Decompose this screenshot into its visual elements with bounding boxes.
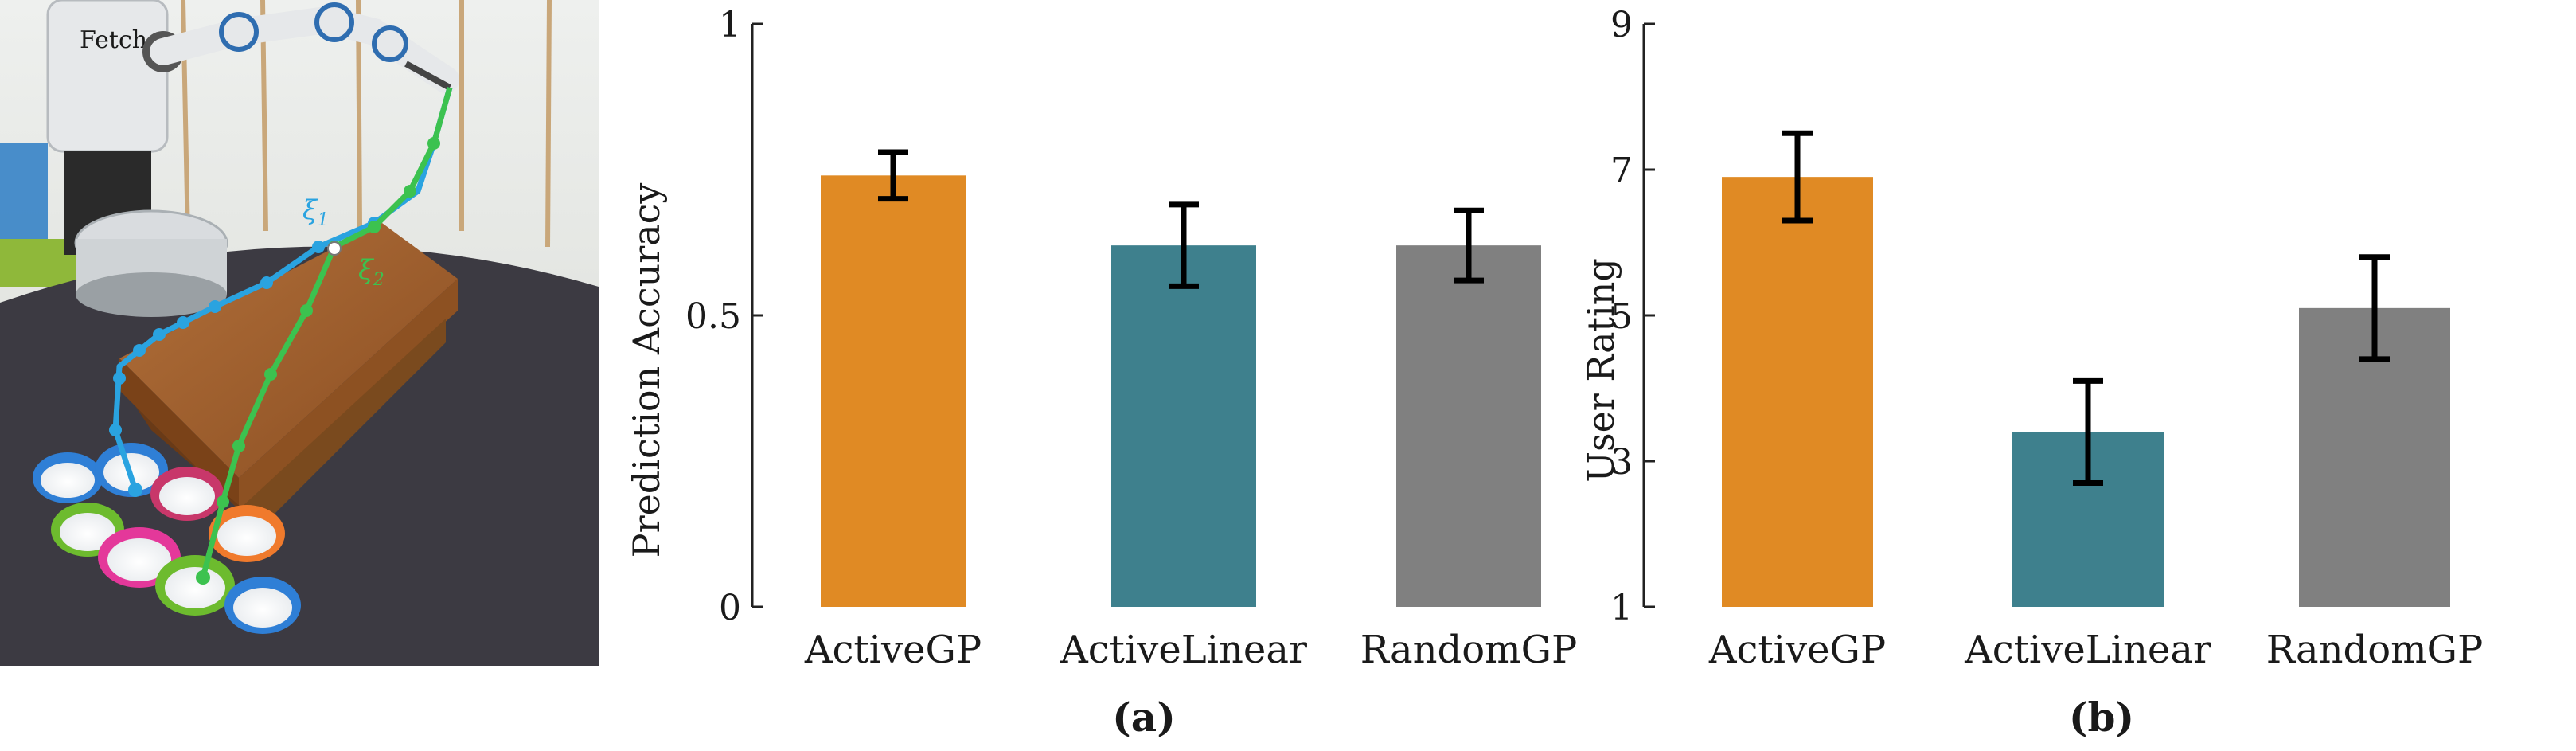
robot-logo: Fetch [80, 26, 147, 54]
category-labels: ActiveGP ActiveLinear RandomGP [804, 628, 1577, 672]
error-bar-activelinear [2073, 377, 2103, 486]
category-label: ActiveGP [804, 628, 982, 672]
query-point [327, 241, 342, 256]
category-labels: ActiveGP ActiveLinear RandomGP [1708, 628, 2483, 672]
bar-activegp [821, 175, 966, 607]
category-label: ActiveGP [1708, 628, 1886, 672]
wall-panel [0, 143, 48, 247]
category-label: RandomGP [2266, 628, 2484, 672]
y-ticks: 00.51 [685, 5, 763, 628]
error-bar-activegp [878, 149, 908, 202]
error-bars [878, 149, 1484, 289]
y-tick-label: 1 [719, 5, 741, 45]
y-tick-label: 7 [1610, 151, 1633, 191]
chart-b: User Rating 1 3 5 7 9 ActiveGP ActiveLinear Ra… [1579, 5, 2483, 741]
category-label: ActiveLinear [1964, 628, 2211, 672]
category-label: ActiveLinear [1060, 628, 1307, 672]
bars [821, 175, 1541, 607]
chart-caption: (b) [2069, 694, 2134, 741]
y-axis-label: Prediction Accuracy [625, 183, 668, 558]
y-ticks: 1 3 5 7 9 [1610, 5, 1655, 628]
trajectory-xi2 [196, 87, 453, 585]
y-tick-label: 1 [1610, 588, 1633, 628]
y-tick-label: 0 [719, 588, 741, 628]
y-tick-label: 0.5 [685, 296, 741, 337]
error-bar-randomgp [1454, 207, 1484, 284]
robot-photo: Fetch [0, 0, 599, 666]
table [119, 223, 458, 526]
y-tick-label: 9 [1610, 5, 1633, 45]
bar-activegp [1722, 177, 1873, 607]
error-bars [1782, 130, 2390, 486]
error-bar-activegp [1782, 130, 1813, 224]
robot: Fetch [46, 0, 459, 317]
y-tick-label: 5 [1610, 296, 1633, 337]
chart-a: Prediction Accuracy 00.51 ActiveGP Active… [625, 5, 1577, 741]
bar-activelinear [1111, 245, 1256, 607]
y-axis-label: User Rating [1579, 258, 1622, 483]
error-bar-activelinear [1169, 201, 1199, 289]
chart-caption: (a) [1112, 694, 1176, 741]
xi1-label: ξ1 [302, 194, 329, 230]
y-tick-label: 3 [1610, 442, 1633, 483]
xi2-label: ξ2 [358, 254, 384, 290]
bar-randomgp [1396, 245, 1541, 607]
category-label: RandomGP [1360, 628, 1578, 672]
error-bar-randomgp [2359, 254, 2390, 362]
